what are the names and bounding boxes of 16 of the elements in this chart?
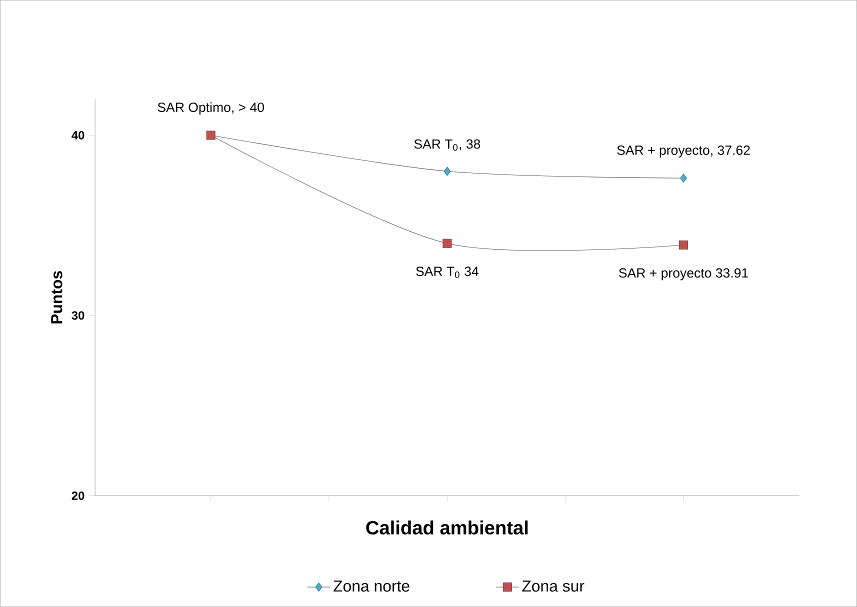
y-tick-label: 40: [72, 131, 84, 140]
point: [680, 174, 687, 183]
annotation: SAR + proyecto, 37.62: [617, 146, 750, 158]
point: [442, 238, 452, 248]
legend-label: Zona norte: [334, 580, 410, 592]
annotation: SAR Optimo, > 40: [158, 102, 264, 115]
point: [444, 166, 451, 176]
annotation: SAR T$_{0}$, 38: [414, 139, 480, 151]
legend-label: Zona sur: [522, 580, 584, 592]
point: [679, 240, 688, 250]
y-axis-title: Puntos: [51, 271, 62, 324]
annotation: SAR + proyecto 33.91: [619, 268, 748, 280]
y-tick-label: 30: [72, 311, 84, 320]
y-tick-label: 20: [72, 491, 84, 500]
x-axis-title: Calidad ambiental: [366, 520, 528, 535]
annotation: SAR T$_{0}$ 34: [416, 266, 478, 278]
